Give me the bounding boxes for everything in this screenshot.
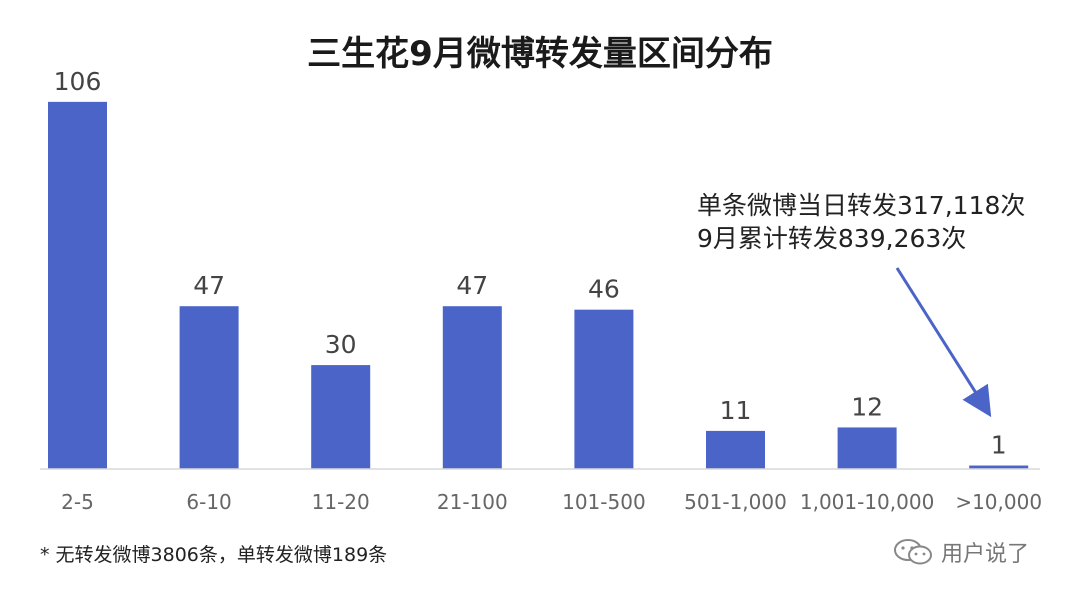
value-label-7: 1 (991, 431, 1007, 460)
annotation-text: 单条微博当日转发317,118次 9月累计转发839,263次 (697, 189, 1025, 255)
bar-7 (969, 465, 1029, 469)
value-label-3: 47 (456, 271, 488, 300)
chart-title: 三生花9月微博转发量区间分布 (307, 34, 773, 74)
footnote: * 无转发微博3806条，单转发微博189条 (40, 544, 388, 566)
x-tick-label-0: 2-5 (61, 490, 94, 514)
value-label-0: 106 (54, 67, 102, 96)
bar-2 (311, 365, 371, 469)
x-tick-label-1: 6-10 (186, 490, 231, 514)
wechat-icon (894, 539, 932, 565)
bar-6 (837, 427, 897, 469)
value-label-6: 12 (851, 392, 883, 421)
bar-5 (706, 430, 765, 469)
annotation-arrow (895, 267, 992, 418)
value-label-4: 46 (588, 275, 620, 304)
annotation-line-1: 单条微博当日转发317,118次 (697, 191, 1026, 220)
x-tick-label-7: >10,000 (955, 490, 1042, 514)
annotation-line-2: 9月累计转发839,263次 (697, 224, 967, 253)
x-tick-label-2: 11-20 (312, 490, 370, 514)
x-tick-label-4: 101-500 (562, 490, 646, 514)
x-tick-label-6: 1,001-10,000 (800, 490, 934, 514)
x-tick-label-5: 501-1,000 (684, 490, 787, 514)
bar-1 (179, 306, 239, 469)
watermark-text: 用户说了 (941, 542, 1030, 567)
value-label-2: 30 (325, 330, 357, 359)
watermark: 用户说了 (893, 536, 1029, 568)
bar-0 (48, 101, 107, 469)
value-label-1: 47 (193, 271, 225, 300)
bar-3 (442, 306, 502, 469)
x-tick-label-3: 21-100 (437, 490, 508, 514)
value-label-5: 11 (720, 396, 752, 425)
bar-4 (574, 309, 634, 469)
